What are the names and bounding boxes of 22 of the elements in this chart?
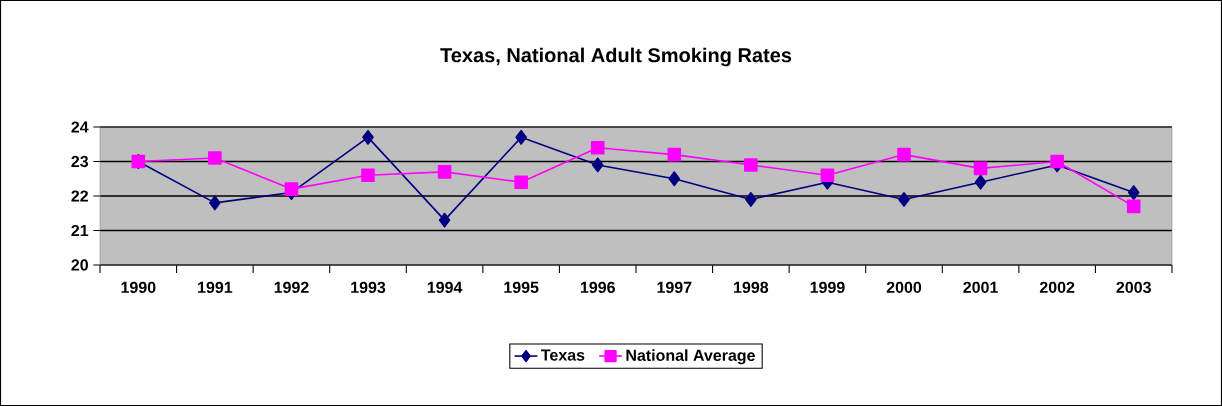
x-tick-label: 1994 [427,281,463,294]
x-tick-label: 2002 [1039,281,1075,294]
legend-label: Texas [541,349,585,361]
chart-title: Texas, National Adult Smoking Rates [440,47,792,67]
x-tick-label: 1991 [198,281,233,294]
y-tick-label: 24 [71,121,89,133]
x-tick-label: 1993 [351,281,386,294]
x-tick-label: 2003 [1116,281,1151,294]
y-tick-label: 22 [71,190,88,202]
x-tick-label: 1999 [810,281,845,294]
x-tick-label: 1995 [504,281,539,294]
legend-label: National Average [626,349,755,365]
x-tick-label: 1992 [274,281,309,294]
y-tick-label: 23 [71,155,89,168]
x-tick-label: 1998 [734,281,769,294]
x-tick-label: 2000 [886,281,922,294]
x-tick-label: 1996 [580,281,615,294]
y-tick-label: 20 [71,259,88,271]
x-tick-label: 1990 [121,281,156,294]
y-tick-label: 21 [71,224,89,237]
x-tick-label: 1997 [657,281,692,294]
x-tick-label: 2001 [963,281,998,294]
